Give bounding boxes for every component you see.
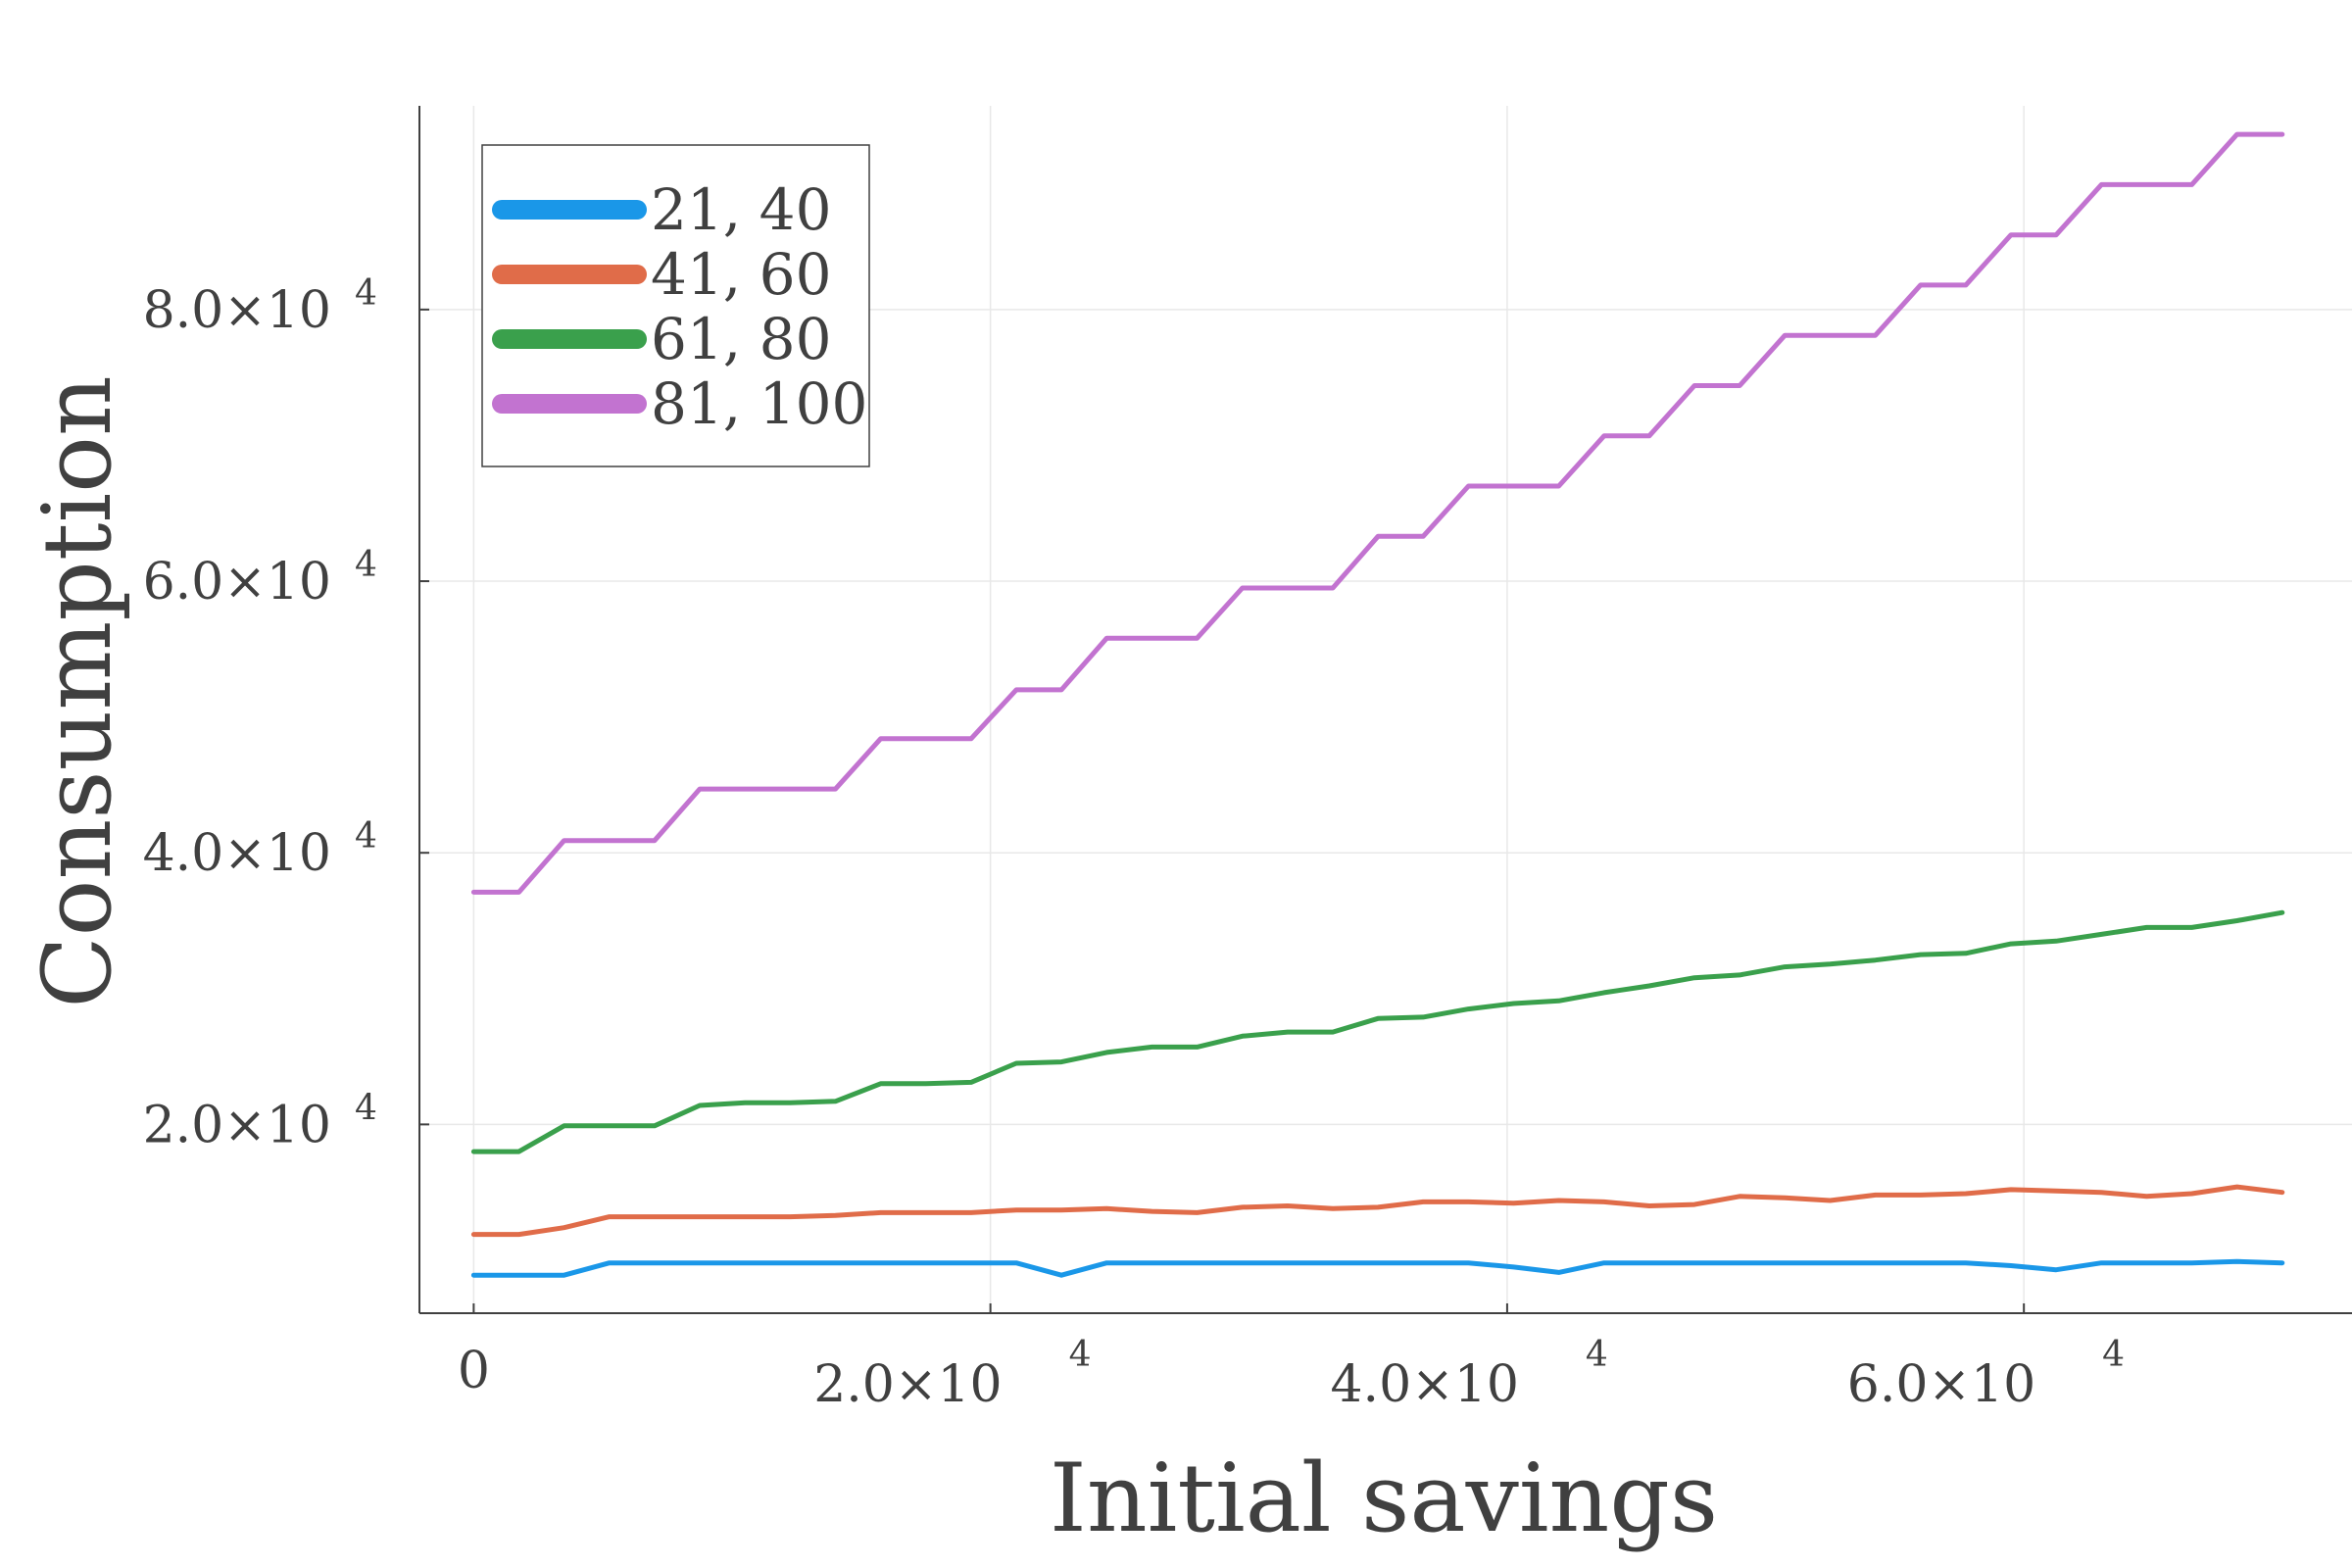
x-tick-label: 6.0×10 (1847, 1355, 2035, 1414)
legend-label-2: 41, 60 (651, 241, 831, 308)
y-tick-exponent: 4 (355, 545, 377, 585)
x-tick-exponent: 4 (2102, 1335, 2125, 1375)
y-tick-label: 4.0×10 (143, 824, 331, 883)
series-line-2 (470, 1184, 2285, 1238)
y-tick-label: 2.0×10 (143, 1096, 331, 1154)
legend-label-1: 21, 40 (651, 176, 831, 243)
legend-label-3: 61, 80 (651, 306, 831, 372)
x-tick-label: 4.0×10 (1330, 1355, 1518, 1414)
x-tick-label: 2.0×10 (813, 1355, 1002, 1414)
axes (418, 106, 2352, 1314)
x-axis-title: Initial savings (1050, 1444, 1718, 1553)
series-line-4 (470, 131, 2285, 895)
y-tick-label: 6.0×10 (143, 553, 331, 612)
x-tick-exponent: 4 (1069, 1335, 1092, 1375)
y-tick-exponent: 4 (355, 816, 377, 857)
y-tick-label: 8.0×10 (143, 281, 331, 340)
y-tick-exponent: 4 (355, 273, 377, 314)
series-line-1 (470, 1258, 2285, 1278)
series-line-3 (470, 909, 2285, 1154)
x-tick-exponent: 4 (1586, 1335, 1608, 1375)
ticks: 2.0×10 4 4.0×10 4 6.0×10 4 8.0×10 4 0 2.0×10 4 4.0×… (143, 273, 2126, 1414)
x-tick-label: 0 (458, 1342, 490, 1400)
y-axis-title: Consumption (23, 375, 132, 1008)
y-tick-exponent: 4 (355, 1088, 377, 1128)
series-lines (470, 131, 2285, 1278)
legend-label-4: 81, 100 (651, 370, 867, 437)
